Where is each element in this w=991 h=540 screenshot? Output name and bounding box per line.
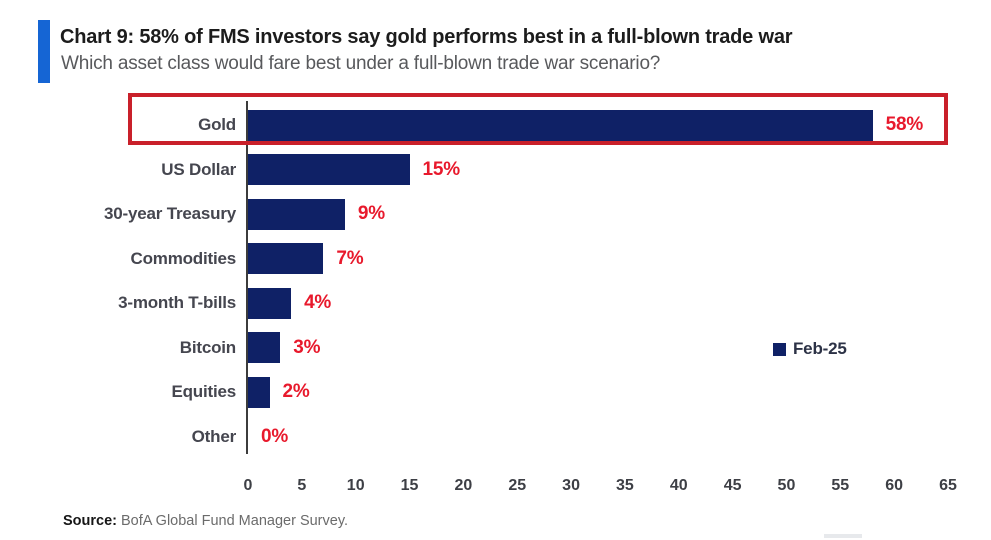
category-label: 3-month T-bills — [118, 293, 236, 313]
bar-row-30-year-treasury: 30-year Treasury 9% — [104, 192, 948, 237]
bar — [248, 154, 410, 186]
bar-row-3-month-t-bills: 3-month T-bills 4% — [118, 281, 948, 326]
category-label: Other — [191, 426, 237, 446]
bar-row-bitcoin: Bitcoin 3% — [180, 326, 948, 371]
bar-row-other: Other 0% — [192, 415, 948, 460]
category-label: Bitcoin — [179, 337, 236, 357]
value-label: 58% — [885, 114, 924, 136]
bar — [248, 376, 270, 408]
x-tick-label: 20 — [454, 477, 473, 494]
source-text: BofA Global Fund Manager Survey. — [121, 513, 349, 529]
x-tick-label: 40 — [669, 477, 688, 494]
x-tick-label: 15 — [400, 477, 419, 494]
x-tick-label: 25 — [508, 477, 527, 494]
title-accent-bar — [38, 20, 50, 83]
category-label: Commodities — [130, 248, 237, 268]
chart-subtitle: Which asset class would fare best under … — [61, 53, 661, 74]
category-label: 30-year Treasury — [104, 204, 236, 224]
category-label: Gold — [198, 115, 236, 135]
source-line: Source: BofA Global Fund Manager Survey. — [63, 513, 348, 529]
x-tick-label: 30 — [562, 477, 580, 494]
x-axis-ticks: 0 5 10 15 20 25 30 35 40 45 50 55 60 65 — [244, 477, 957, 497]
bar-plot-area: Gold 58% US Dollar 15% 30-year Treasury 9% Com… — [104, 103, 948, 460]
legend-label: Feb-25 — [793, 339, 847, 358]
y-axis-line — [246, 101, 248, 454]
x-tick-label: 0 — [243, 477, 253, 494]
value-label: 0% — [261, 425, 289, 447]
x-tick-label: 5 — [297, 477, 307, 494]
bar-row-equities: Equities 2% — [171, 370, 948, 415]
value-label: 9% — [357, 203, 385, 225]
value-label: 2% — [282, 381, 310, 403]
category-label: US Dollar — [161, 159, 236, 179]
legend: Feb-25 — [773, 339, 847, 359]
x-tick-label: 35 — [616, 477, 634, 494]
value-label: 4% — [304, 292, 332, 314]
value-label: 3% — [293, 336, 321, 358]
value-label: 7% — [336, 247, 364, 269]
source-label: Source: — [63, 513, 117, 529]
bar — [248, 332, 281, 364]
legend-swatch-icon — [773, 342, 786, 356]
bar — [248, 287, 292, 319]
cropped-artifact-box — [824, 534, 862, 538]
bar-row-commodities: Commodities 7% — [131, 237, 948, 282]
bar — [248, 109, 873, 141]
bar-row-us-dollar: US Dollar 15% — [161, 148, 948, 193]
x-tick-label: 50 — [777, 477, 796, 494]
chart-title: Chart 9: 58% of FMS investors say gold p… — [60, 26, 793, 48]
value-label: 15% — [422, 158, 461, 180]
x-tick-label: 10 — [346, 477, 365, 494]
x-tick-label: 65 — [939, 477, 957, 494]
bar — [248, 198, 345, 230]
highlight-box-gold — [128, 93, 948, 145]
x-tick-label: 45 — [723, 477, 742, 494]
x-tick-label: 60 — [885, 477, 904, 494]
x-tick-label: 55 — [831, 477, 850, 494]
category-label: Equities — [171, 382, 236, 402]
bar-row-gold: Gold 58% — [198, 103, 948, 148]
bar — [248, 243, 324, 275]
